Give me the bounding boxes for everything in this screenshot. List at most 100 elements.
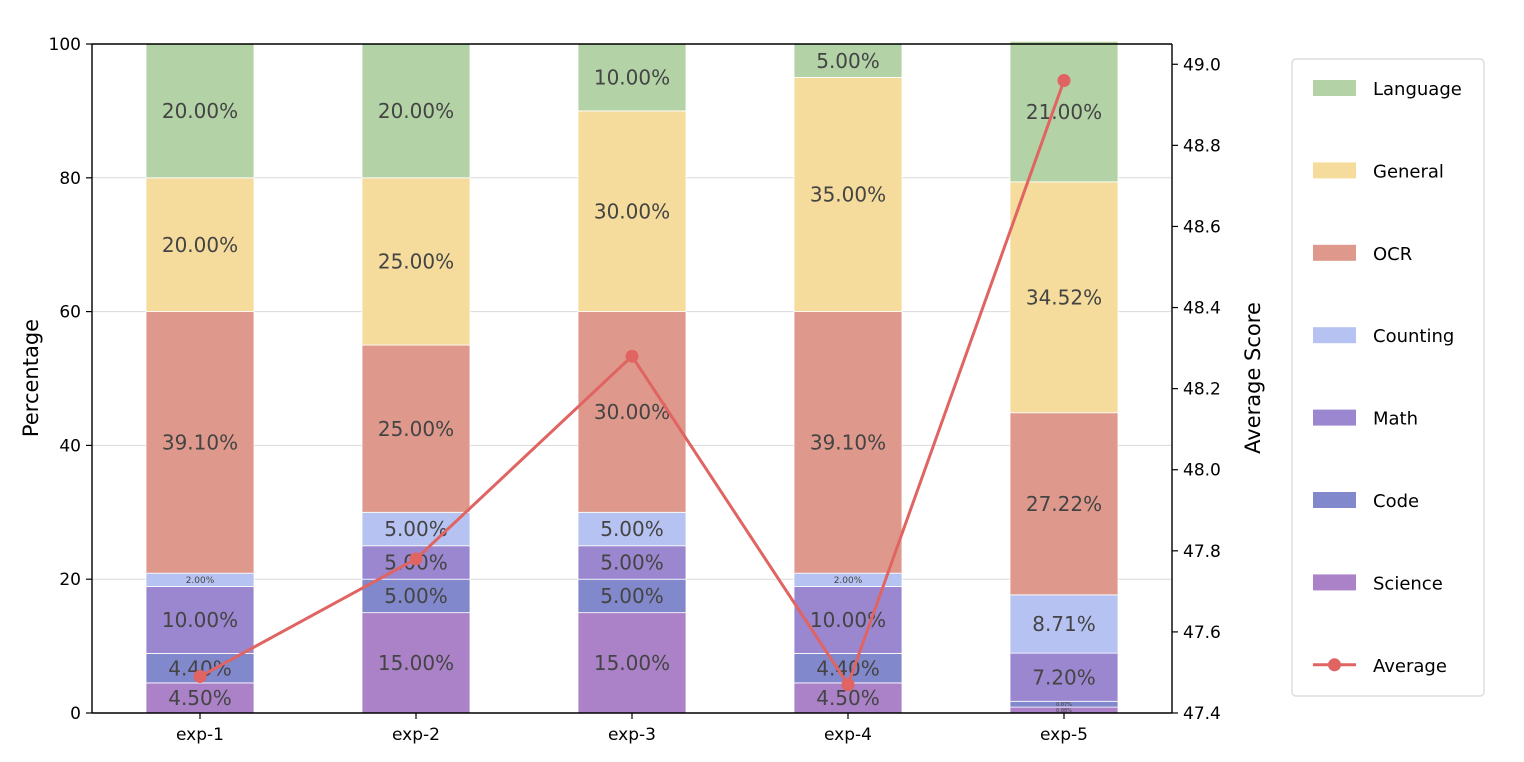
segment-label: 5.00% <box>600 584 664 608</box>
segment-label: 25.00% <box>378 250 454 274</box>
bar-segment-science <box>577 612 687 714</box>
y-tick-label: 100 <box>49 35 81 55</box>
y2-tick-label: 48.6 <box>1183 217 1221 237</box>
legend-swatch-math <box>1313 409 1356 426</box>
segment-label: 39.10% <box>810 431 886 455</box>
segment-label: 20.00% <box>162 99 238 123</box>
segment-label: 34.52% <box>1026 285 1102 309</box>
bar-segment-code <box>793 653 903 684</box>
y2-tick-label: 48.8 <box>1183 136 1221 156</box>
legend-label: Math <box>1373 409 1418 430</box>
segment-label: 20.00% <box>162 233 238 257</box>
legend-box <box>1291 58 1485 697</box>
average-point <box>1057 73 1071 87</box>
segment-label: 15.00% <box>378 651 454 675</box>
bar-segment-math <box>577 545 687 580</box>
y2-tick-label: 49.0 <box>1183 55 1221 75</box>
segment-label: 4.40% <box>816 656 880 680</box>
segment-label: 30.00% <box>594 400 670 424</box>
segment-label: 5.00% <box>600 551 664 575</box>
legend-label: Counting <box>1373 326 1454 347</box>
legend-swatch-code <box>1313 492 1356 508</box>
y2-tick-label: 48.4 <box>1183 299 1221 319</box>
legend-swatch-counting <box>1313 327 1356 344</box>
y2-axis-title: Average Score <box>1241 302 1265 454</box>
bar-segment-language <box>1009 40 1119 183</box>
x-tick-label: exp-5 <box>1040 725 1088 745</box>
legend-swatch-general <box>1313 162 1356 179</box>
x-tick-label: exp-4 <box>824 725 872 745</box>
segment-label: 7.20% <box>1032 665 1096 689</box>
bar-segment-math <box>1009 652 1119 702</box>
segment-label: 39.10% <box>162 431 238 455</box>
legend-swatch-ocr <box>1313 244 1356 261</box>
y2-tick-label: 47.8 <box>1183 542 1221 562</box>
stacked-bars <box>145 40 1119 714</box>
segment-label: 4.50% <box>168 686 232 710</box>
segment-label: 10.00% <box>594 66 670 90</box>
legend-swatch-language <box>1313 80 1356 96</box>
bar-segment-code <box>361 578 471 614</box>
x-tick-label: exp-1 <box>176 725 224 745</box>
legend-label: Average <box>1373 656 1447 677</box>
legend-label: Science <box>1373 573 1443 594</box>
y-tick-label: 20 <box>59 570 81 590</box>
bar-segment-ocr <box>361 344 471 513</box>
y-tick-label: 40 <box>59 436 81 456</box>
segment-label: 5.00% <box>816 49 880 73</box>
bar-segment-general <box>1009 181 1119 414</box>
segment-label: 0.87% <box>1056 702 1072 708</box>
legend-swatch-science <box>1313 574 1356 591</box>
segment-labels: 4.50% 4.40% 10.00% 2.00% 39.10% 20.00% 20.00% 1… <box>162 49 1102 714</box>
axes: 0 20 40 60 80 100 47.4 47.6 47.8 48.0 48.2 48.4 48.6… <box>49 35 1221 745</box>
x-tick-label: exp-3 <box>608 725 656 745</box>
y2-tick-label: 48.2 <box>1183 380 1221 400</box>
legend-label: OCR <box>1373 244 1412 265</box>
segment-label: 21.00% <box>1026 100 1102 124</box>
legend-label: General <box>1373 161 1444 182</box>
legend: Language General OCR Counting Math Code Scienc… <box>1291 58 1485 697</box>
segment-label: 27.22% <box>1026 492 1102 516</box>
bar-segment-language <box>361 43 471 179</box>
y-tick-label: 60 <box>59 303 81 323</box>
segment-label: 5.00% <box>600 517 664 541</box>
y2-tick-label: 48.0 <box>1183 461 1221 481</box>
segment-label: 2.00% <box>186 576 215 586</box>
bar-segment-language <box>577 43 687 112</box>
segment-label: 8.71% <box>1032 612 1096 636</box>
bar-segment-counting <box>361 511 471 547</box>
average-point <box>841 678 855 692</box>
bar-segment-language <box>793 43 903 78</box>
segment-label: 25.00% <box>378 417 454 441</box>
bar-segment-code <box>577 578 687 614</box>
bar-segment-ocr <box>1009 412 1119 596</box>
segment-label: 5.00% <box>384 584 448 608</box>
bar-segment-math <box>793 586 903 654</box>
bar-segment-ocr <box>145 311 255 574</box>
legend-marker-average <box>1328 658 1341 672</box>
segment-label: 10.00% <box>162 608 238 632</box>
bar-segment-ocr <box>793 311 903 574</box>
legend-label: Code <box>1373 491 1419 512</box>
legend-label: Language <box>1373 79 1462 100</box>
average-point <box>193 670 207 684</box>
bar-segment-counting <box>577 511 687 547</box>
y2-tick-label: 47.4 <box>1183 704 1221 724</box>
x-tick-label: exp-2 <box>392 725 440 745</box>
segment-label: 0.88% <box>1056 708 1072 714</box>
bar-segment-counting <box>1009 594 1119 654</box>
bar-segment-math <box>145 586 255 654</box>
bar-segment-general <box>793 77 903 312</box>
y-tick-label: 80 <box>59 169 81 189</box>
segment-label: 2.00% <box>834 576 863 586</box>
y-tick-label: 0 <box>70 704 81 724</box>
y-axis-title: Percentage <box>19 319 43 437</box>
segment-label: 30.00% <box>594 199 670 223</box>
y2-tick-label: 47.6 <box>1183 623 1221 643</box>
bar-segment-language <box>145 43 255 179</box>
average-point <box>409 552 423 566</box>
bar-segment-general <box>361 177 471 346</box>
segment-label: 15.00% <box>594 651 670 675</box>
bar-segment-general <box>577 110 687 312</box>
